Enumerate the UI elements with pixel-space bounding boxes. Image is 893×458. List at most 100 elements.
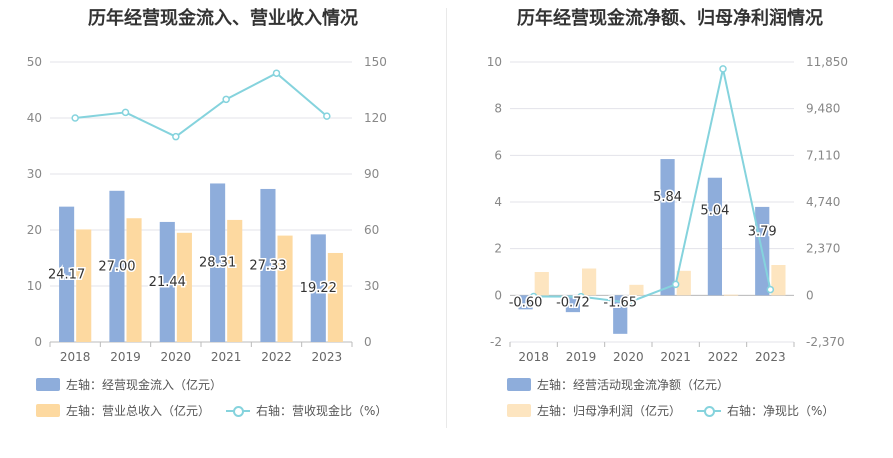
bar-primary	[109, 190, 125, 342]
x-tick-label: 2019	[566, 350, 597, 364]
bar-primary	[210, 183, 226, 342]
legend-line-marker	[226, 404, 251, 417]
x-tick-label: 2023	[755, 350, 786, 364]
chart-panel-net-cash-flow: 历年经营现金流净额、归母净利润情况 -2 -2,370 0 0 2 2,370 4 4,740…	[447, 0, 893, 458]
x-tick-label: 2020	[161, 350, 192, 364]
line-point	[272, 69, 281, 77]
y-right-tick-label: 11,850	[806, 55, 848, 69]
legend-swatch	[507, 378, 531, 391]
bar-primary	[518, 295, 533, 310]
x-tick-label: 2023	[312, 350, 343, 364]
bar-primary	[59, 206, 75, 342]
line-point	[766, 285, 775, 294]
bar-primary	[660, 159, 675, 296]
y-left-tick-label: 30	[27, 167, 42, 181]
y-right-tick-label: 9,480	[806, 102, 840, 116]
line-point	[323, 112, 331, 120]
legend-line-marker	[697, 404, 722, 417]
bar-data-label: 28.31	[199, 256, 236, 271]
bar-primary	[613, 295, 628, 334]
legend-item-net-cash-ratio[interactable]: 右轴：净现比（%）	[697, 402, 834, 419]
chart-plot-area: 0 0 10 30 20 60 30 90 40 120 50 150 2018 2019 2020 2021…	[27, 55, 387, 364]
panel-divider	[446, 8, 447, 428]
y-left-tick-label: 4	[494, 195, 502, 209]
chart-panel-cash-inflow: 历年经营现金流入、营业收入情况 0 0 10 30 20 60 30 90 40 120 50 150…	[0, 0, 446, 458]
y-right-tick-label: 90	[364, 167, 379, 181]
y-right-tick-label: 60	[364, 223, 379, 237]
x-tick-label: 2018	[60, 350, 91, 364]
line-point	[529, 292, 538, 301]
bar-secondary	[676, 270, 691, 296]
bar-data-label: 5.84	[653, 190, 682, 205]
line-point	[121, 108, 130, 117]
y-left-tick-label: 20	[27, 223, 42, 237]
line-point	[719, 65, 727, 73]
line-point	[71, 114, 79, 122]
x-tick-label: 2021	[660, 350, 691, 364]
bar-data-label: 3.79	[748, 225, 777, 240]
y-right-tick-label: 7,110	[806, 148, 840, 162]
bar-secondary	[582, 268, 597, 296]
x-tick-label: 2020	[613, 350, 644, 364]
line-point	[577, 292, 585, 301]
legend-label: 右轴：营收现金比（%）	[256, 404, 388, 418]
bar-primary	[310, 234, 326, 342]
y-right-tick-label: 2,370	[806, 242, 840, 256]
x-tick-label: 2022	[708, 350, 739, 364]
y-right-tick-label: 120	[364, 111, 387, 125]
series-line	[75, 72, 328, 138]
bar-data-label: 27.33	[249, 258, 286, 273]
y-left-tick-label: -2	[490, 335, 502, 349]
y-right-tick-label: 150	[364, 55, 387, 69]
bar-data-label: 5.04	[700, 204, 729, 219]
bar-secondary	[771, 265, 786, 296]
legend-label: 左轴：经营活动现金流净额（亿元）	[537, 378, 730, 392]
bar-primary	[159, 221, 175, 342]
bar-data-label: -0.72	[556, 295, 590, 310]
legend-item-revenue[interactable]: 左轴：营业总收入（亿元）	[36, 402, 210, 419]
legend-item-revenue-cash-ratio[interactable]: 右轴：营收现金比（%）	[226, 402, 387, 419]
bar-secondary	[534, 272, 549, 296]
bar-secondary	[227, 219, 243, 342]
legend-item-net-profit[interactable]: 左轴：归母净利润（亿元）	[507, 402, 681, 419]
chart-title: 历年经营现金流净额、归母净利润情况	[517, 8, 823, 29]
chart-title: 历年经营现金流入、营业收入情况	[88, 8, 358, 29]
bar-data-label: 19.22	[300, 281, 337, 296]
y-right-tick-label: 0	[806, 288, 814, 302]
legend-label: 左轴：经营现金流入（亿元）	[66, 378, 223, 392]
y-left-tick-label: 0	[494, 288, 502, 302]
y-right-tick-label: 0	[364, 335, 372, 349]
y-left-tick-label: 2	[494, 242, 502, 256]
bar-primary	[260, 188, 276, 342]
bar-data-label: 21.44	[149, 275, 186, 290]
line-point	[671, 280, 680, 289]
legend-item-net-cash-flow[interactable]: 左轴：经营活动现金流净额（亿元）	[507, 376, 729, 393]
bar-primary	[707, 177, 722, 296]
x-tick-label: 2021	[211, 350, 242, 364]
legend-label: 右轴：净现比（%）	[727, 404, 835, 418]
bar-primary	[565, 295, 580, 313]
x-tick-label: 2019	[110, 350, 141, 364]
legend-swatch	[36, 378, 60, 391]
bar-secondary	[176, 232, 192, 342]
y-right-tick-label: 4,740	[806, 195, 840, 209]
line-point	[624, 298, 633, 307]
y-right-tick-label: -2,370	[806, 335, 845, 349]
line-point	[222, 95, 230, 104]
bar-secondary	[126, 218, 142, 342]
y-left-tick-label: 6	[494, 148, 502, 162]
y-right-tick-label: 30	[364, 279, 379, 293]
bar-secondary	[277, 235, 293, 342]
line-point	[172, 132, 180, 141]
y-left-tick-label: 10	[27, 279, 42, 293]
bar-secondary	[724, 294, 739, 296]
legend-item-cash-inflow[interactable]: 左轴：经营现金流入（亿元）	[36, 376, 222, 393]
bar-secondary	[76, 229, 92, 342]
bar-secondary	[327, 252, 343, 342]
legend-label: 左轴：归母净利润（亿元）	[537, 404, 682, 418]
y-left-tick-label: 0	[34, 335, 42, 349]
y-left-tick-label: 40	[27, 111, 42, 125]
bar-data-label: -0.60	[509, 295, 543, 310]
legend-swatch	[507, 404, 531, 417]
bar-data-label: 27.00	[98, 259, 135, 274]
